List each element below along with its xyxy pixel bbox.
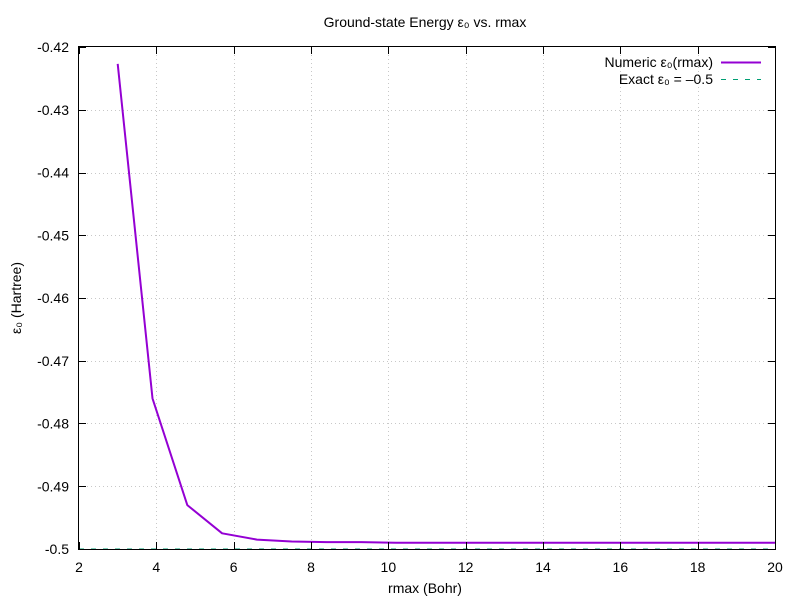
y-tick-label: -0.42 bbox=[37, 39, 69, 55]
x-tick-label: 4 bbox=[152, 559, 160, 575]
x-tick-label: 18 bbox=[690, 559, 706, 575]
y-tick-label: -0.44 bbox=[37, 165, 69, 181]
x-tick-label: 6 bbox=[230, 559, 238, 575]
x-tick-label: 10 bbox=[381, 559, 397, 575]
x-tick-label: 8 bbox=[307, 559, 315, 575]
series-layer bbox=[79, 63, 775, 550]
grid-layer bbox=[79, 47, 775, 549]
legend-label: Numeric ε₀(rmax) bbox=[605, 54, 714, 70]
y-tick-label: -0.49 bbox=[37, 478, 69, 494]
x-tick-label: 20 bbox=[767, 559, 783, 575]
y-tick-label: -0.45 bbox=[37, 227, 69, 243]
y-tick-label: -0.47 bbox=[37, 353, 69, 369]
y-tick-label: -0.43 bbox=[37, 102, 69, 118]
x-axis-label: rmax (Bohr) bbox=[388, 580, 462, 596]
y-axis-label: ε₀ (Hartree) bbox=[8, 262, 24, 334]
x-tick-label: 2 bbox=[75, 559, 83, 575]
y-tick-label: -0.5 bbox=[45, 541, 69, 557]
tick-layer: -0.5 -0.49 -0.48 -0.47 -0.46 -0.45 -0.44 -0.43 -… bbox=[37, 39, 783, 575]
chart-title: Ground-state Energy ε₀ vs. rmax bbox=[324, 14, 527, 30]
plot-frame bbox=[78, 46, 776, 550]
y-tick-label: -0.48 bbox=[37, 416, 69, 432]
x-tick-label: 12 bbox=[458, 559, 474, 575]
legend-label: Exact ε₀ = –0.5 bbox=[619, 71, 713, 87]
series-line-numeric bbox=[116, 63, 775, 544]
x-tick-label: 14 bbox=[535, 559, 551, 575]
y-tick-label: -0.46 bbox=[37, 290, 69, 306]
legend: Numeric ε₀(rmax)Exact ε₀ = –0.5 bbox=[605, 54, 761, 87]
x-tick-label: 16 bbox=[613, 559, 629, 575]
